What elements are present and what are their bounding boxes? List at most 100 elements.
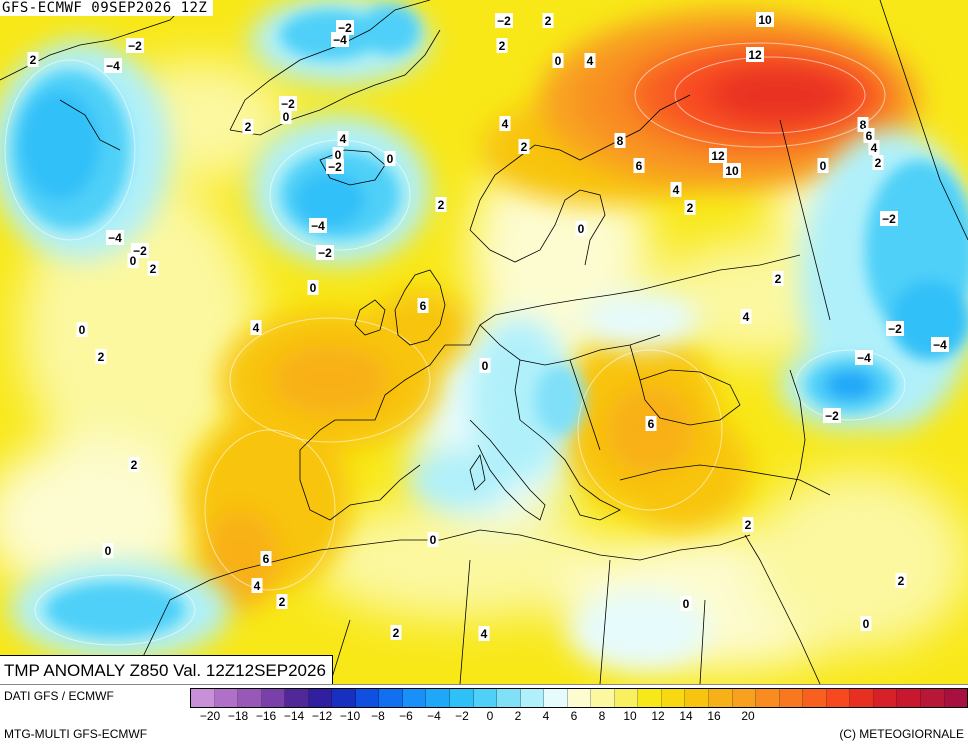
color-scale-swatch [661,689,686,707]
contour-label-background [102,543,114,558]
color-scale-tick-label: −2 [455,709,469,723]
contour-label-background [332,147,344,162]
color-scale-tick-label: 20 [741,709,755,723]
contour-label-background [518,139,530,154]
color-scale-ticks: −20 −18 −16 −14 −12 −10 −8 −6 −4 −2 0 2 4 6 8 10 12 14 16 2… [190,709,968,723]
contour-value-label: 8 [860,118,867,132]
contour-value-label: 2 [775,272,782,286]
color-scale-bar [190,688,968,708]
contour-label-background [250,320,262,335]
contour-value-label: −2 [318,246,332,260]
legend-footer: DATI GFS / ECMWF MTG-MULTI GFS-ECMWF (C)… [0,684,968,746]
contour-value-label: 4 [254,579,261,593]
contour-label-background [823,408,841,423]
color-scale-swatch [709,689,733,707]
contour-label-background [746,47,764,62]
contour-value-label: 4 [502,117,509,131]
color-scale-tick-label: −20 [199,709,221,723]
contour-label-background [336,20,354,35]
contour-label-background [280,109,292,124]
contour-value-label: 0 [283,110,290,124]
contour-label-background [128,457,140,472]
contour-label-background [276,594,288,609]
contour-value-label: 2 [98,350,105,364]
color-scale-swatch [803,689,827,707]
contour-value-label: 2 [150,262,157,276]
contour-value-label: 12 [748,48,762,62]
contour-value-label: 10 [725,164,739,178]
color-scale-swatch [332,689,356,707]
contour-label-background [542,13,554,28]
temperature-anomaly-map: 2 −2 −4 −2 −4 −2 2 2 0 4 10 12 −2 0 2 4 8 4 0 −2 0 2 6 12 10 8 6 4 2… [0,0,968,685]
contour-label-background [860,616,872,631]
contour-value-label: −2 [882,212,896,226]
contour-label-background [633,158,645,173]
contour-value-label: −4 [106,59,120,73]
contour-value-label: 2 [393,626,400,640]
contour-label-background [95,349,107,364]
contour-value-label: 2 [438,198,445,212]
contour-label-background [552,53,564,68]
contour-value-label: −4 [333,33,347,47]
color-scale-swatch [944,689,968,707]
contour-label-background [863,128,875,143]
contour-label-background [127,253,139,268]
contour-label-background [855,350,873,365]
model-label: MTG-MULTI GFS-ECMWF [4,727,148,741]
contour-label-background [645,416,657,431]
contour-value-label: 2 [245,120,252,134]
contour-value-label: 2 [30,53,37,67]
contour-value-label: 0 [863,617,870,631]
color-scale-tick-label: 0 [486,709,494,723]
contour-value-label: 2 [875,156,882,170]
color-scale-swatch [544,689,568,707]
contour-value-label: −2 [128,39,142,53]
color-scale-swatch [920,689,945,707]
anomaly-field-shading [0,0,968,670]
contour-label-background [740,309,752,324]
color-scale-swatch [826,689,851,707]
color-scale-swatch [614,689,639,707]
contour-value-label: −2 [888,322,902,336]
contour-value-label: 10 [758,13,772,27]
contour-label-background [251,578,263,593]
contour-value-label: 2 [499,39,506,53]
color-scale-tick-label: 6 [570,709,578,723]
copyright-label: (C) METEOGIORNALE [839,727,964,741]
contour-value-label: 4 [587,54,594,68]
color-scale-tick-label: −14 [283,709,305,723]
contour-value-label: −2 [338,21,352,35]
contour-value-label: 0 [482,359,489,373]
contour-label-background [931,337,949,352]
contour-label-background [390,625,402,640]
contour-label-background [126,38,144,53]
contour-label-background [479,358,491,373]
color-scale-swatch [355,689,380,707]
color-scale-swatch [450,689,474,707]
contour-value-label: −4 [857,351,871,365]
color-scale-tick-label: 14 [679,709,693,723]
contour-value-label: 0 [578,222,585,236]
color-scale-tick-label: 2 [514,709,522,723]
color-scale-swatch [473,689,498,707]
contour-value-label: 0 [130,254,137,268]
contour-label-background [868,140,880,155]
contour-label-background [27,52,39,67]
contour-value-label: 0 [105,544,112,558]
color-scale-swatch [497,689,521,707]
contour-label-background [857,117,869,132]
contour-label-background [723,163,741,178]
color-scale-tick-label: −4 [427,709,441,723]
contour-value-label: 2 [745,518,752,532]
contour-value-label: 2 [687,201,694,215]
contour-label-background [279,96,297,111]
contour-label-background [337,131,349,146]
contour-value-label: 2 [521,140,528,154]
color-scale-tick-label: −6 [399,709,413,723]
color-scale-swatch [873,689,898,707]
color-scale-swatch [685,689,710,707]
color-scale-swatch [426,689,451,707]
color-scale-swatch [191,689,215,707]
data-source-label: DATI GFS / ECMWF [4,689,114,703]
contour-label-background [895,573,907,588]
